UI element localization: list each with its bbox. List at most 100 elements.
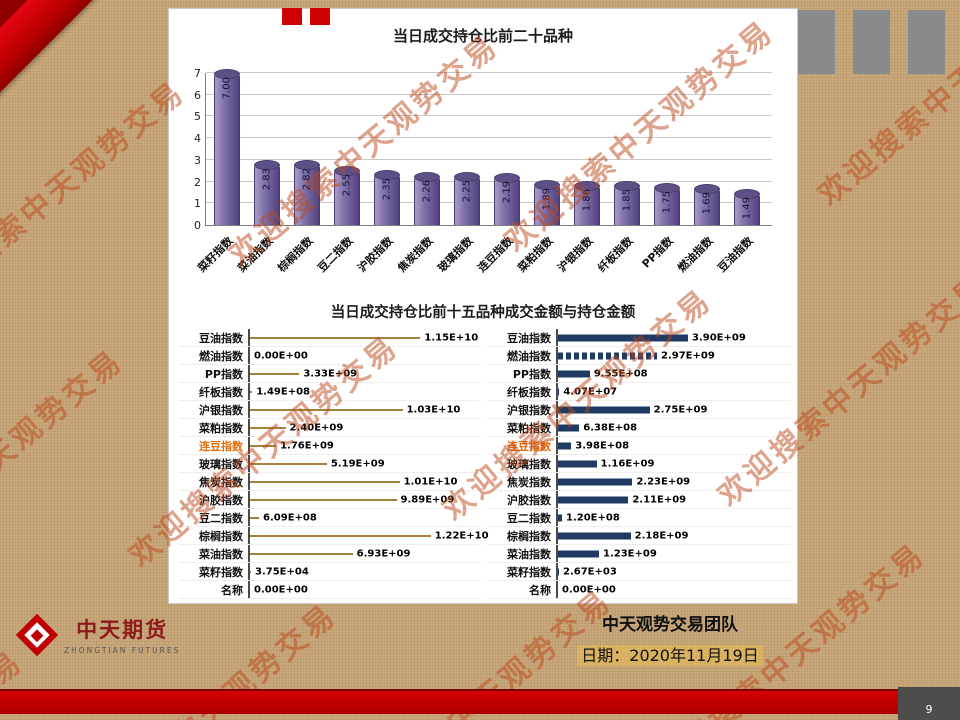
- watermark-text: 欢迎搜索中天观势交易: [0, 74, 193, 320]
- row-category-label: 豆油指数: [199, 331, 243, 345]
- horizontal-bar: [250, 426, 286, 429]
- gray-decor-block: [798, 10, 835, 74]
- bar-value-label: 1.75: [661, 191, 673, 214]
- bar-track: 1.03E+10: [248, 401, 479, 418]
- chart-row: 豆油指数 3.90E+09: [487, 329, 791, 347]
- x-axis-labels: 菜籽指数 菜油指数 棕榈指数 豆二指数 沪胶指数 焦炭指数 玻璃指数 连豆指数 菜粕指数 沪银指数…: [179, 231, 783, 303]
- chart-row: 沪银指数 2.75E+09: [487, 401, 791, 419]
- gridline: [206, 202, 772, 204]
- row-category-label: 纤板指数: [199, 385, 243, 399]
- bar-value-label: 6.93E+09: [356, 548, 411, 559]
- bar-value-label: 1.86: [581, 188, 593, 211]
- bar-value-label: 2.26: [421, 179, 433, 203]
- row-category-label: 沪银指数: [199, 403, 243, 417]
- horizontal-bar: [250, 462, 327, 465]
- horizontal-bar: [558, 442, 572, 449]
- y-axis-tick-label: 6: [194, 88, 201, 102]
- column-bar: 2.26: [414, 171, 440, 225]
- bar-top-cap: [614, 180, 640, 191]
- column-bar: 2.25: [454, 172, 480, 225]
- bar-value-label: 2.82: [301, 167, 313, 191]
- row-category-label: 名称: [221, 583, 243, 597]
- bar-track: 3.75E+04: [248, 563, 479, 580]
- x-axis-category-label: 菜粕指数: [515, 234, 556, 275]
- bar-top-cap: [214, 69, 240, 79]
- chart-row: PP指数 3.33E+09: [179, 365, 479, 383]
- bar-track: 2.97E+09: [556, 347, 791, 364]
- row-category-label: 棕榈指数: [199, 529, 243, 543]
- bar-track: 0.00E+00: [248, 347, 479, 364]
- bar-value-label: 3.33E+09: [303, 368, 358, 379]
- bar-top-cap: [454, 172, 480, 183]
- bar-value-label: 1.49E+08: [256, 386, 311, 397]
- column-bar: 2.82: [294, 159, 320, 225]
- bar-track: 1.22E+10: [248, 527, 489, 544]
- horizontal-bar: [558, 496, 629, 503]
- bar-track: 3.33E+09: [248, 365, 479, 382]
- chart-row: 连豆指数 1.76E+09: [179, 437, 479, 455]
- bar-track: 4.07E+07: [556, 383, 791, 400]
- bar-top-cap: [534, 179, 560, 190]
- logo-title: 中天期货: [76, 618, 169, 642]
- bar-value-label: 1.85: [621, 188, 633, 212]
- row-category-label: 沪胶指数: [199, 493, 243, 507]
- chart-panel: 当日成交持仓比前二十品种 0 1 2 3 4 5 6 7 7.00 2.83 2.82 2.55 2.…: [168, 8, 798, 604]
- horizontal-bar: [250, 498, 397, 501]
- bar-track: 6.09E+08: [248, 509, 479, 526]
- bar-value-label: 1.76E+09: [280, 440, 334, 451]
- horizontal-bar: [250, 408, 403, 411]
- horizontal-bar: [558, 568, 559, 575]
- row-category-label: 连豆指数: [507, 439, 551, 453]
- bar-track: 3.98E+08: [556, 437, 791, 454]
- bar-value-label: 2.23E+09: [636, 476, 691, 487]
- bar-value-label: 6.38E+08: [583, 422, 638, 433]
- bar-value-label: 1.23E+09: [603, 548, 657, 559]
- column-bar: 1.69: [694, 184, 720, 225]
- row-category-label: 豆二指数: [507, 511, 551, 525]
- corner-ribbon: [0, 0, 126, 116]
- footer-red-bar: [0, 689, 960, 714]
- date-text: 日期：2020年11月19日: [577, 645, 763, 666]
- x-axis-category-label: 沪胶指数: [355, 234, 396, 275]
- x-axis-category-label: 焦炭指数: [395, 234, 436, 275]
- bar-track: 1.49E+08: [248, 383, 479, 400]
- chart-row: 豆二指数 6.09E+08: [179, 509, 479, 527]
- logo-diamond-inner: [24, 621, 50, 648]
- chart-row: 棕榈指数 2.18E+09: [487, 527, 791, 545]
- bar-track: 6.93E+09: [248, 545, 479, 562]
- bar-value-label: 7.00: [221, 77, 233, 100]
- y-axis-tick-label: 5: [194, 110, 201, 124]
- y-axis: 0 1 2 3 4 5 6 7: [179, 67, 203, 232]
- page-number: 9: [925, 703, 933, 716]
- horizontal-bar: [250, 516, 260, 519]
- chart-row: 名称 0.00E+00: [179, 581, 479, 599]
- bar-value-label: 2.19: [501, 181, 513, 204]
- bar-track: 2.75E+09: [556, 401, 791, 418]
- bar-track: 0.00E+00: [248, 581, 479, 598]
- y-axis-tick-label: 3: [194, 153, 201, 167]
- bar-value-label: 3.98E+08: [575, 440, 630, 451]
- horizontal-bar: [558, 406, 650, 413]
- left-horizontal-bar-chart: 豆油指数 1.15E+10 燃油指数 0.00E+00 PP指数 3.33E+09 纤板指数…: [179, 329, 489, 599]
- watermark-text: 欢迎搜索中天观势交易: [280, 0, 569, 5]
- row-category-label: 菜油指数: [507, 547, 551, 561]
- bar-value-label: 2.55: [341, 173, 353, 196]
- column-bar: 1.86: [574, 180, 600, 225]
- chart-row: 纤板指数 1.49E+08: [179, 383, 479, 401]
- row-category-label: 棕榈指数: [507, 529, 551, 543]
- row-category-label: 焦炭指数: [507, 475, 551, 489]
- bar-value-label: 9.55E+08: [593, 368, 648, 379]
- bar-value-label: 2.67E+03: [563, 566, 617, 577]
- column-bar: 1.75: [654, 183, 680, 225]
- y-axis-tick-label: 1: [194, 197, 201, 211]
- bar-track: 9.89E+09: [248, 491, 479, 508]
- row-category-label: 连豆指数: [199, 439, 243, 453]
- bar-top-cap: [574, 180, 600, 191]
- bar-value-label: 2.75E+09: [653, 404, 708, 415]
- bar-value-label: 1.69: [701, 192, 713, 215]
- bar-top-cap: [414, 171, 440, 182]
- bar-track: 5.19E+09: [248, 455, 479, 472]
- bar-value-label: 2.83: [261, 167, 273, 190]
- bar-value-label: 1.16E+09: [600, 458, 655, 469]
- x-axis-category-label: 玻璃指数: [435, 234, 476, 275]
